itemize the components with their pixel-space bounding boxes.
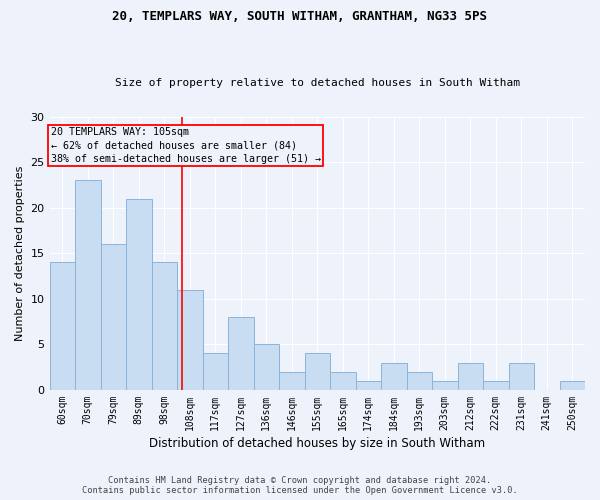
- Bar: [509, 362, 534, 390]
- Bar: [279, 372, 305, 390]
- Bar: [483, 381, 509, 390]
- Bar: [458, 362, 483, 390]
- Text: Contains HM Land Registry data © Crown copyright and database right 2024.
Contai: Contains HM Land Registry data © Crown c…: [82, 476, 518, 495]
- Bar: [330, 372, 356, 390]
- Bar: [101, 244, 126, 390]
- Bar: [50, 262, 75, 390]
- Bar: [203, 354, 228, 390]
- Bar: [305, 354, 330, 390]
- Bar: [356, 381, 381, 390]
- Bar: [152, 262, 177, 390]
- Bar: [560, 381, 585, 390]
- X-axis label: Distribution of detached houses by size in South Witham: Distribution of detached houses by size …: [149, 437, 485, 450]
- Bar: [228, 317, 254, 390]
- Bar: [381, 362, 407, 390]
- Text: 20, TEMPLARS WAY, SOUTH WITHAM, GRANTHAM, NG33 5PS: 20, TEMPLARS WAY, SOUTH WITHAM, GRANTHAM…: [113, 10, 487, 23]
- Title: Size of property relative to detached houses in South Witham: Size of property relative to detached ho…: [115, 78, 520, 88]
- Bar: [75, 180, 101, 390]
- Bar: [432, 381, 458, 390]
- Bar: [177, 290, 203, 390]
- Text: 20 TEMPLARS WAY: 105sqm
← 62% of detached houses are smaller (84)
38% of semi-de: 20 TEMPLARS WAY: 105sqm ← 62% of detache…: [51, 128, 321, 164]
- Bar: [407, 372, 432, 390]
- Y-axis label: Number of detached properties: Number of detached properties: [15, 166, 25, 341]
- Bar: [126, 198, 152, 390]
- Bar: [254, 344, 279, 390]
